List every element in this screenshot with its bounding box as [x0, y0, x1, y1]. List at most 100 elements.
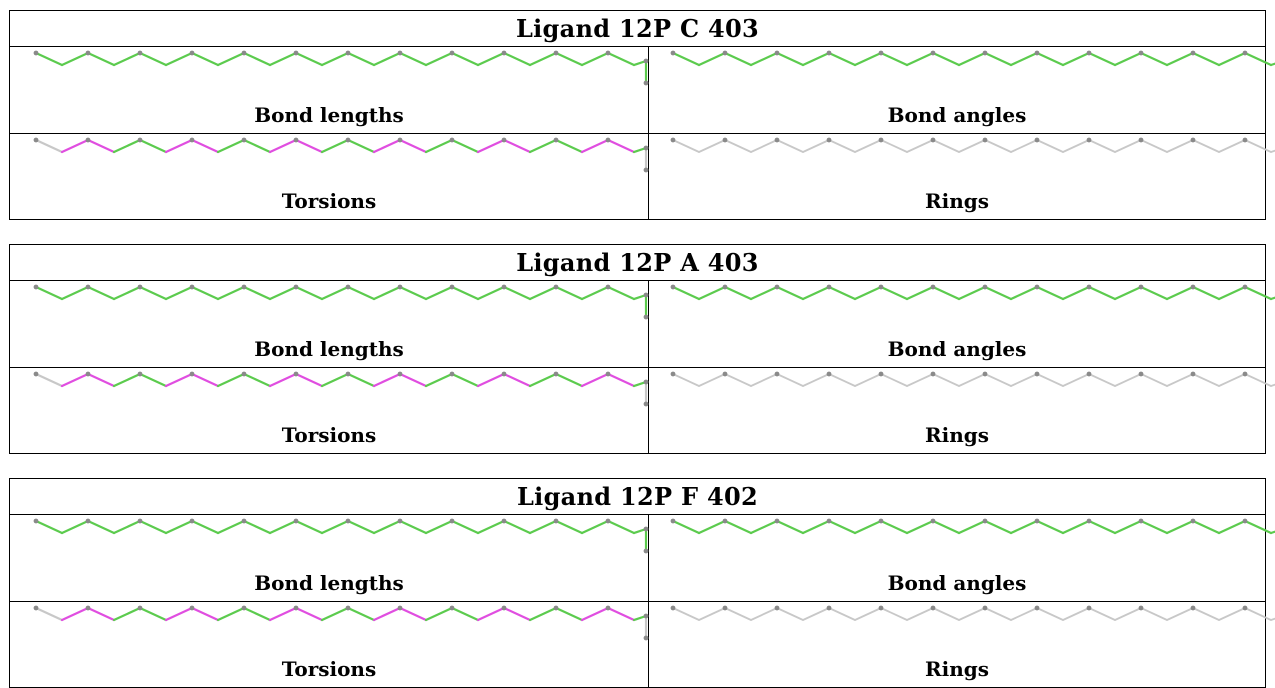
bond-line [671, 285, 701, 301]
bond-line [320, 606, 350, 622]
bond-line [190, 606, 220, 622]
bond-line [1192, 607, 1220, 621]
atom-marker [670, 518, 676, 524]
atom-marker [33, 50, 39, 56]
bond-line [372, 138, 402, 154]
atom-marker [189, 371, 195, 377]
atom-marker [85, 137, 91, 143]
bond-line [854, 139, 882, 153]
bond-line [268, 606, 298, 622]
atom-marker [670, 50, 676, 56]
bond-line [697, 51, 727, 67]
bond-line [1243, 51, 1273, 67]
bond-line [450, 285, 480, 301]
bond-line [86, 285, 116, 301]
bond-line [775, 519, 805, 535]
atom-marker [930, 371, 936, 377]
atom-marker [397, 137, 403, 143]
atom-marker [643, 145, 649, 151]
bond-line [138, 519, 168, 535]
atom-marker [643, 635, 649, 641]
bond-line [957, 519, 987, 535]
bond-line [1061, 51, 1091, 67]
bond-line [1061, 519, 1091, 535]
atom-marker [33, 605, 39, 611]
bond-line [749, 519, 779, 535]
atom-marker [982, 50, 988, 56]
atom-marker [85, 50, 91, 56]
bond-line [502, 51, 532, 67]
bond-line [242, 519, 272, 535]
bond-line [932, 139, 960, 153]
atom-marker [345, 605, 351, 611]
atom-marker [501, 605, 507, 611]
atom-marker [722, 50, 728, 56]
atom-marker [605, 371, 611, 377]
bond-line [606, 372, 636, 388]
atom-marker [930, 518, 936, 524]
bond-line [957, 285, 987, 301]
bond-line [554, 285, 584, 301]
bond-line [476, 606, 506, 622]
bond-line [1218, 373, 1246, 387]
atom-marker [293, 284, 299, 290]
bond-line [320, 285, 350, 301]
atom-marker [137, 284, 143, 290]
bond-line [476, 138, 506, 154]
bond-line [138, 138, 168, 154]
bond-line [880, 373, 908, 387]
bond-line [853, 51, 883, 67]
atom-marker [1086, 605, 1092, 611]
rings-panel: Rings [649, 602, 1275, 687]
bond-line [554, 138, 584, 154]
bond-line [112, 372, 142, 388]
atom-marker [501, 371, 507, 377]
atom-marker [722, 605, 728, 611]
bond-line [906, 139, 934, 153]
atom-marker [605, 518, 611, 524]
rings-panel: Rings [649, 368, 1275, 453]
atom-marker [241, 50, 247, 56]
bond-line [164, 606, 194, 622]
bond-line [164, 285, 194, 301]
bond-line [320, 138, 350, 154]
torsions-caption: Torsions [281, 189, 377, 213]
bond-line [1114, 139, 1142, 153]
atom-marker [553, 284, 559, 290]
atom-marker [501, 518, 507, 524]
bond-line [346, 606, 376, 622]
bond-line [1244, 373, 1272, 387]
bond-line [138, 606, 168, 622]
bond-line [372, 372, 402, 388]
atom-marker [345, 518, 351, 524]
rings-caption: Rings [924, 423, 989, 447]
atom-marker [982, 284, 988, 290]
bond-line [346, 285, 376, 301]
rings-diagram [670, 605, 1275, 621]
bond-line [450, 606, 480, 622]
bond-line [672, 607, 700, 621]
atom-marker [643, 167, 649, 173]
atom-marker [241, 284, 247, 290]
bond-line [671, 51, 701, 67]
bond-line [476, 285, 506, 301]
atom-marker [982, 518, 988, 524]
bond-line [398, 138, 428, 154]
bond-line [932, 607, 960, 621]
bond-line [828, 607, 856, 621]
atom-marker [241, 605, 247, 611]
bond-line [1062, 139, 1090, 153]
bond-line [1087, 519, 1117, 535]
bond-line [984, 373, 1012, 387]
bond-line [958, 373, 986, 387]
atom-marker [1138, 518, 1144, 524]
bond-line [320, 372, 350, 388]
bond-line [1035, 51, 1065, 67]
bond-line [1113, 285, 1143, 301]
bond-line [1192, 373, 1220, 387]
bond-line [957, 51, 987, 67]
bond-line [1139, 285, 1169, 301]
bond-line [828, 373, 856, 387]
bond-line [931, 51, 961, 67]
bond-angles-diagram [670, 518, 1275, 535]
